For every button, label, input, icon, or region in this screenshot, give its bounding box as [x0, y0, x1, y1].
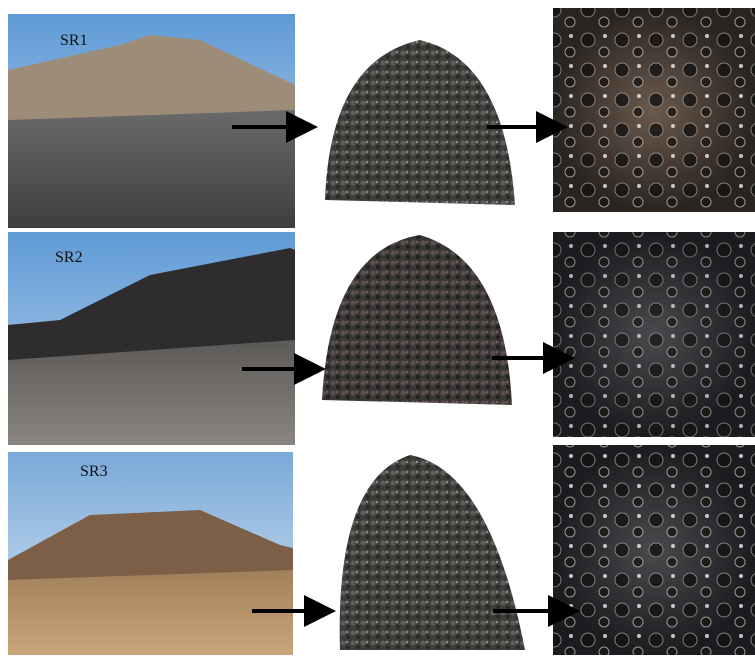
- micrograph: [553, 8, 755, 212]
- row-label: SR1: [60, 32, 88, 49]
- gravel-photo: [325, 40, 515, 205]
- micrograph: [553, 232, 755, 437]
- micrograph: [553, 445, 755, 655]
- row-label: SR3: [80, 463, 108, 480]
- landscape-photo: [8, 452, 293, 655]
- landscape-photo: [8, 232, 295, 445]
- gravel-photo: [340, 455, 525, 650]
- gravel-photo: [322, 235, 512, 405]
- figure: SR1 SR2 SR3: [0, 0, 755, 659]
- landscape-photo: [8, 14, 295, 228]
- row-label: SR2: [55, 249, 83, 266]
